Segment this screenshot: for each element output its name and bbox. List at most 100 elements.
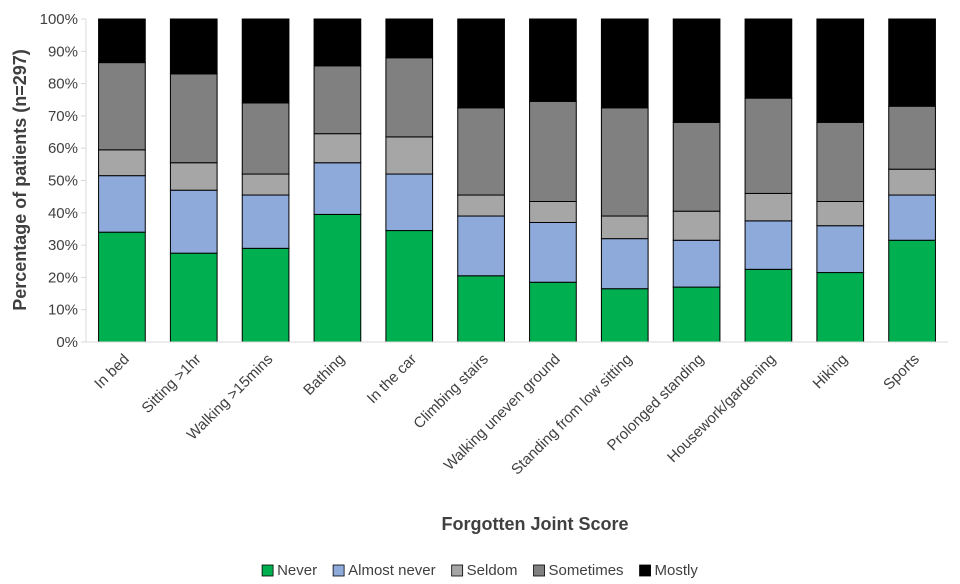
bar-segment [98, 231, 146, 343]
y-axis: 0% 10% 20% 30% 40% 50% 60% 70% 80% 90% 100% [40, 11, 87, 351]
x-tick-label: Bathing [300, 351, 348, 399]
bars [98, 18, 936, 343]
y-tick-label: 50% [48, 173, 78, 190]
bar-segment [672, 239, 721, 288]
legend-item: Sometimes [533, 562, 624, 579]
bar-segment [98, 62, 146, 151]
bar-segment [672, 18, 721, 123]
bar-segment [98, 175, 146, 233]
bar-segment [529, 281, 577, 343]
legend-item: Mostly [639, 562, 699, 579]
bar-segment [169, 162, 218, 191]
bar-segment [672, 121, 721, 212]
legend-swatch [332, 564, 345, 577]
bar-segment [241, 247, 290, 343]
bar-segment [241, 18, 290, 104]
y-tick-label: 30% [48, 237, 78, 254]
legend-item: Almost never [332, 562, 436, 579]
bar-segment [529, 18, 577, 102]
legend-item: Seldom [451, 562, 518, 579]
bar-stack [600, 18, 649, 343]
bar-segment [744, 97, 793, 194]
x-tick-label: Walking uneven ground [441, 351, 564, 474]
bar-segment [385, 57, 434, 138]
x-tick-label: Hiking [810, 351, 851, 392]
bar-stack [457, 18, 505, 343]
bar-stack [313, 18, 362, 343]
bar-segment [313, 213, 362, 343]
bar-segment [241, 194, 290, 249]
bar-segment [457, 18, 505, 109]
bar-stack [816, 18, 865, 343]
legend-label: Never [277, 562, 317, 579]
bar-segment [313, 162, 362, 215]
y-tick-label: 20% [48, 269, 78, 286]
bar-segment [169, 189, 218, 254]
bar-segment [313, 133, 362, 164]
bar-segment [457, 107, 505, 196]
bar-segment [98, 149, 146, 177]
y-tick-label: 40% [48, 205, 78, 222]
legend-swatch [261, 564, 274, 577]
bar-segment [169, 18, 218, 75]
y-axis-title: Percentage of patients (n=297) [10, 49, 30, 311]
x-tick-label: Climbing stairs [410, 351, 492, 433]
legend-label: Mostly [655, 562, 699, 579]
bar-segment [888, 18, 936, 107]
y-tick-label: 70% [48, 108, 78, 125]
x-axis-title: Forgotten Joint Score [441, 514, 628, 534]
bar-segment [816, 225, 865, 274]
bar-segment [241, 173, 290, 196]
bar-segment [744, 220, 793, 270]
bar-segment [816, 200, 865, 227]
legend-swatch [451, 564, 464, 577]
bar-segment [600, 18, 649, 109]
bar-segment [744, 268, 793, 343]
bar-segment [241, 102, 290, 175]
bar-segment [600, 215, 649, 240]
bar-segment [888, 239, 936, 343]
y-tick-label: 100% [40, 11, 78, 28]
bar-segment [600, 238, 649, 290]
bar-segment [313, 18, 362, 67]
bar-segment [744, 192, 793, 222]
legend-label: Seldom [467, 562, 518, 579]
bar-segment [888, 194, 936, 241]
bar-segment [385, 136, 434, 175]
y-tick-label: 0% [56, 334, 78, 351]
bar-segment [457, 215, 505, 277]
bar-stack [529, 18, 577, 343]
bar-segment [600, 288, 649, 343]
bar-segment [169, 252, 218, 343]
bar-segment [385, 173, 434, 232]
bar-segment [529, 100, 577, 202]
y-tick-label: 10% [48, 302, 78, 319]
x-tick-label: Sitting >1hr [139, 351, 205, 417]
bar-stack [744, 18, 793, 343]
y-tick-label: 60% [48, 140, 78, 157]
bar-segment [600, 107, 649, 217]
legend-label: Almost never [348, 562, 436, 579]
legend-item: Never [261, 562, 317, 579]
bar-stack [169, 18, 218, 343]
bar-segment [816, 272, 865, 343]
y-tick-label: 90% [48, 43, 78, 60]
bar-segment [816, 18, 865, 123]
bar-segment [672, 210, 721, 241]
x-tick-label: Standing from low sitting [508, 351, 636, 479]
x-tick-label: Sports [880, 351, 923, 394]
bar-segment [529, 200, 577, 223]
bar-segment [457, 275, 505, 343]
bar-segment [888, 105, 936, 170]
bar-segment [313, 65, 362, 135]
legend-swatch [639, 564, 651, 577]
x-tick-label: In bed [91, 351, 133, 393]
legend: Never Almost never Seldom Sometimes Mostly [261, 562, 699, 579]
bar-segment [457, 194, 505, 217]
bar-stack [888, 18, 936, 343]
x-tick-label: In the car [364, 351, 420, 407]
legend-label: Sometimes [549, 562, 624, 579]
bar-segment [385, 230, 434, 343]
